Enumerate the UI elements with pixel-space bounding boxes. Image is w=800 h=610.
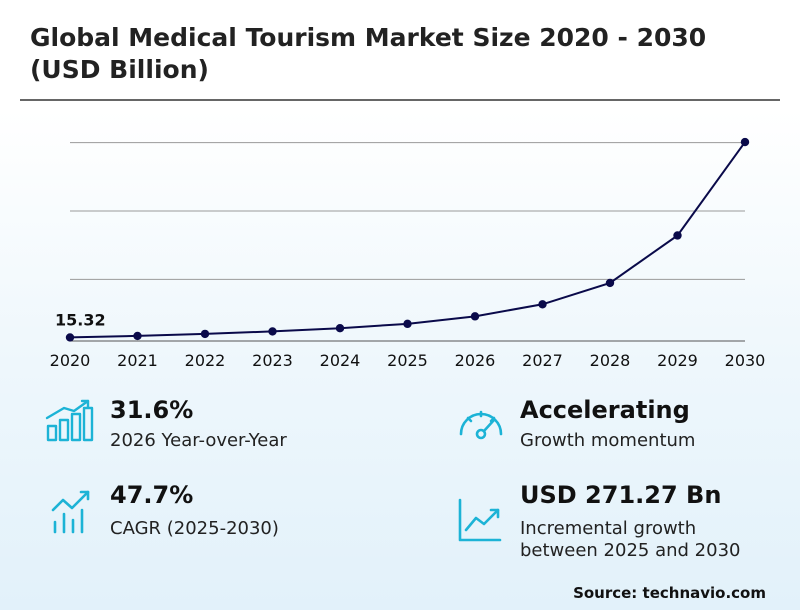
data-point [335,324,345,333]
x-tick-label: 2023 [252,351,293,370]
x-tick-label: 2025 [387,351,428,370]
line-chart-icon [458,498,502,542]
title-divider [20,99,780,101]
kpi-incremental-label-line1: Incremental growth [520,518,697,539]
source-credit: Source: technavio.com [573,584,766,602]
x-tick-label: 2022 [185,351,226,370]
data-label: 15.32 [55,310,106,329]
line-chart: 2020 2021 2022 2023 2024 2025 2026 2027 2028 2029… [50,137,766,370]
data-point [133,331,142,341]
kpi-momentum-value: Accelerating [520,396,690,424]
x-tick-label: 2026 [455,351,496,370]
kpi-cagr-value: 47.7% [110,481,194,509]
data-point [65,333,75,342]
kpi-cagr-label: CAGR (2025-2030) [110,518,279,539]
data-point [470,312,480,321]
data-point [268,327,277,336]
x-tick-label: 2020 [50,351,91,370]
bar-growth-icon [45,399,94,442]
x-tick-label: 2030 [725,351,766,370]
x-tick-label: 2028 [590,351,631,370]
x-tick-label: 2027 [522,351,563,370]
data-point [740,137,750,147]
kpi-incremental-label-line2: between 2025 and 2030 [520,540,741,561]
data-point [673,231,682,240]
gauge-icon [459,410,503,440]
x-tick-label: 2021 [117,351,158,370]
data-point [403,319,412,329]
kpi-momentum-label: Growth momentum [520,430,696,451]
data-point [200,329,210,339]
kpi-yoy-value: 31.6% [110,396,194,424]
kpi-yoy-label: 2026 Year-over-Year [110,430,287,451]
kpi-incremental-value: USD 271.27 Bn [520,481,722,509]
x-tick-label: 2029 [657,351,698,370]
x-tick-label: 2024 [320,351,361,370]
chart-title: Global Medical Tourism Market Size 2020 … [30,23,707,84]
series-line [69,141,746,339]
trend-bars-icon [51,490,90,534]
data-point [538,300,547,309]
data-point [605,278,615,288]
